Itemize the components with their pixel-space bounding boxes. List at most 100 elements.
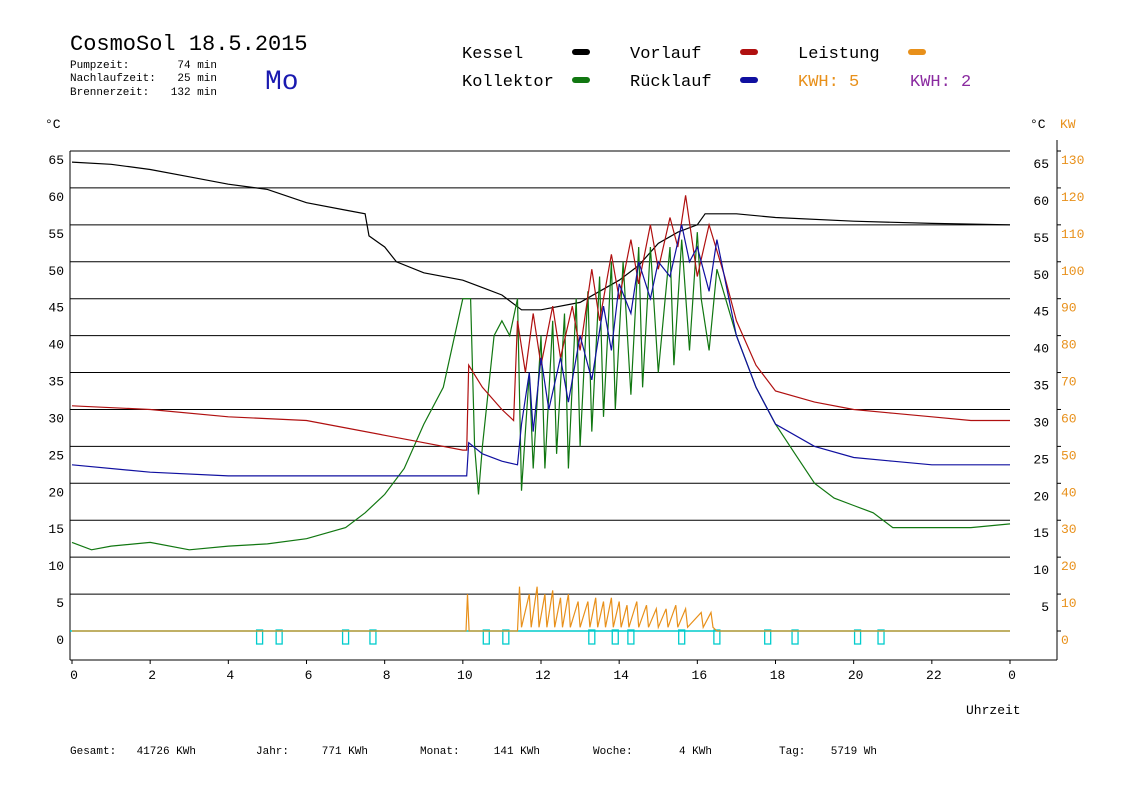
y-right-tick-label: 50: [1033, 268, 1049, 283]
y-tick-label: 35: [48, 375, 64, 390]
total-value: 141 KWh: [494, 746, 540, 758]
y-tick-label: 65: [48, 153, 64, 168]
y2-tick-label: 30: [1061, 522, 1077, 537]
y-right-tick-label: 20: [1033, 489, 1049, 504]
series-line: [71, 232, 1011, 551]
y-tick-label: 25: [48, 448, 64, 463]
marker: [502, 629, 510, 645]
y2-tick-label: 0: [1061, 633, 1069, 648]
x-tick-label: 22: [926, 668, 942, 683]
day-label: Mo: [265, 67, 299, 98]
series-line: [72, 586, 1010, 632]
y-right-tick-label: 30: [1033, 415, 1049, 430]
marker: [627, 629, 635, 645]
x-tick-label: 16: [692, 668, 708, 683]
y2-unit-label: °C: [1030, 117, 1046, 132]
x-tick-label: 18: [770, 668, 786, 683]
y-tick-label: 45: [48, 301, 64, 316]
y-axis-label: °C: [45, 117, 61, 132]
y2-tick-label: 60: [1061, 411, 1077, 426]
y-right-tick-label: 45: [1033, 305, 1049, 320]
y2-tick-label: 90: [1061, 301, 1077, 316]
x-tick-label: 0: [1008, 668, 1016, 683]
x-tick-label: 4: [226, 668, 234, 683]
y2-tick-label: 40: [1061, 485, 1077, 500]
y-right-tick-label: 25: [1033, 452, 1049, 467]
marker: [791, 629, 799, 645]
marker: [341, 629, 350, 645]
y2-tick-label: 50: [1061, 448, 1077, 463]
info-label: Nachlaufzeit:: [70, 73, 156, 85]
y2-tick-label: 10: [1061, 596, 1077, 611]
info-label: Brennerzeit:: [70, 87, 149, 99]
total-label: Gesamt:: [70, 746, 116, 758]
y-right-tick-label: 55: [1033, 231, 1049, 246]
y-right-tick-label: 65: [1033, 157, 1049, 172]
y2-tick-label: 120: [1061, 190, 1084, 205]
y2-tick-label: 130: [1061, 153, 1084, 168]
y-tick-label: 0: [56, 633, 64, 648]
y-tick-label: 15: [48, 522, 64, 537]
x-tick-label: 8: [383, 668, 391, 683]
x-axis-label: Uhrzeit: [966, 703, 1021, 718]
x-tick-label: 20: [848, 668, 864, 683]
y2-axis-label: KW: [1060, 117, 1076, 132]
info-value: 132 min: [171, 87, 217, 99]
y2-tick-label: 20: [1061, 559, 1077, 574]
series-line: [71, 161, 1011, 311]
marker: [853, 629, 862, 645]
y-tick-label: 50: [48, 264, 64, 279]
y-tick-label: 55: [48, 227, 64, 242]
marker: [713, 629, 721, 645]
y2-tick-label: 100: [1061, 264, 1084, 279]
total-value: 41726 KWh: [137, 746, 196, 758]
kwh-label: KWH: 5: [798, 73, 859, 92]
y-tick-label: 40: [48, 338, 64, 353]
x-tick-label: 2: [148, 668, 156, 683]
y-right-tick-label: 15: [1033, 526, 1049, 541]
x-tick-label: 0: [70, 668, 78, 683]
marker: [255, 629, 264, 645]
info-label: Pumpzeit:: [70, 60, 129, 72]
legend-label: Kollektor: [462, 73, 554, 92]
legend-label: Leistung: [798, 45, 880, 64]
y-tick-label: 20: [48, 485, 64, 500]
total-value: 4 KWh: [679, 746, 712, 758]
info-value: 74 min: [177, 60, 217, 72]
total-label: Monat:: [420, 746, 460, 758]
x-tick-label: 10: [457, 668, 473, 683]
legend-label: Rücklauf: [630, 73, 712, 92]
y-tick-label: 30: [48, 411, 64, 426]
y-tick-label: 60: [48, 190, 64, 205]
marker: [275, 629, 283, 645]
x-tick-label: 6: [305, 668, 313, 683]
y-right-tick-label: 60: [1033, 194, 1049, 209]
total-value: 771 KWh: [322, 746, 368, 758]
kwh-label: KWH: 2: [910, 73, 971, 92]
marker: [369, 629, 377, 645]
y-tick-label: 5: [56, 596, 64, 611]
marker: [764, 629, 772, 645]
marker: [588, 629, 596, 645]
legend-label: Kessel: [462, 45, 523, 64]
marker: [678, 629, 686, 645]
total-label: Tag:: [779, 746, 805, 758]
y-right-tick-label: 5: [1041, 600, 1049, 615]
y2-tick-label: 110: [1061, 227, 1084, 242]
info-value: 25 min: [177, 73, 217, 85]
y2-tick-label: 80: [1061, 338, 1077, 353]
y-right-tick-label: 10: [1033, 563, 1049, 578]
chart-title: CosmoSol 18.5.2015: [70, 32, 308, 57]
series-line: [71, 224, 1010, 477]
total-label: Jahr:: [256, 746, 289, 758]
legend-label: Vorlauf: [630, 45, 701, 64]
total-value: 5719 Wh: [831, 746, 877, 758]
y2-tick-label: 70: [1061, 375, 1077, 390]
marker: [611, 629, 619, 645]
total-label: Woche:: [593, 746, 633, 758]
marker: [877, 629, 885, 645]
x-tick-label: 12: [535, 668, 551, 683]
x-tick-label: 14: [613, 668, 629, 683]
y-tick-label: 10: [48, 559, 64, 574]
